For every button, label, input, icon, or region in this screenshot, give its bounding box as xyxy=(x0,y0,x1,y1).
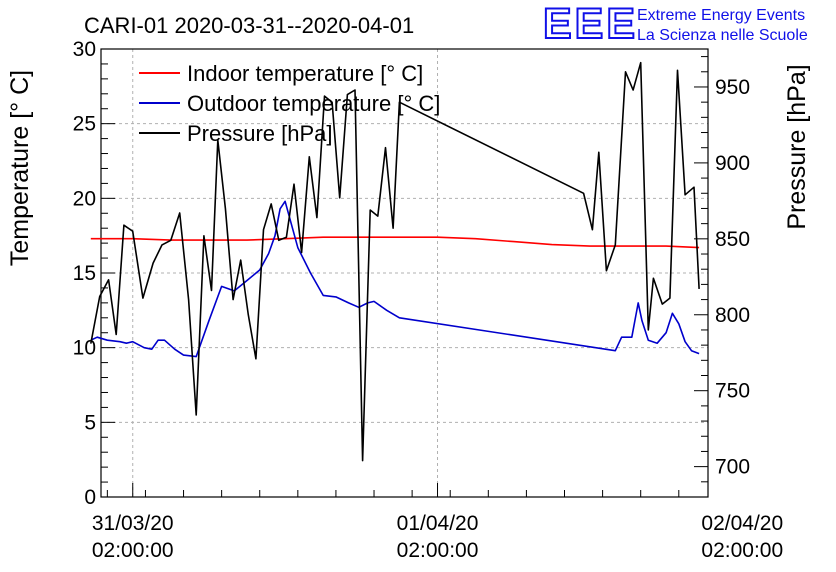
logo-line2: La Scienza nelle Scuole xyxy=(637,27,808,44)
y-left-tick-label: 0 xyxy=(84,486,96,509)
y-right-tick-label: 800 xyxy=(715,304,750,327)
y-left-tick-label: 20 xyxy=(73,187,96,210)
legend: Indoor temperature [° C] Outdoor temperat… xyxy=(139,61,440,146)
series-line-pressure xyxy=(90,61,700,462)
y-axis-left-label: Temperature [° C] xyxy=(6,70,34,266)
x-tick-label-date: 31/03/20 xyxy=(92,512,174,535)
y-left-tick-label: 25 xyxy=(73,113,96,136)
eee-logo: EEE Extreme Energy Events La Scienza nel… xyxy=(542,0,808,49)
y-right-tick-label: 900 xyxy=(715,152,750,175)
chart-title: CARI-01 2020-03-31--2020-04-01 xyxy=(84,13,414,38)
y-right-tick-label: 950 xyxy=(715,76,750,99)
x-tick-label-time: 02:00:00 xyxy=(92,539,174,562)
axes: 0 5 10 15 20 25 30 700 750 800 850 900 950 31/03/20 02… xyxy=(73,38,784,562)
series-line-indoor xyxy=(90,236,700,249)
x-tick-label-date: 01/04/20 xyxy=(397,512,479,535)
x-tick-label-time: 02:00:00 xyxy=(397,539,479,562)
y-axis-right-label: Pressure [hPa] xyxy=(783,64,811,229)
y-right-tick-label: 700 xyxy=(715,456,750,479)
series-line-outdoor xyxy=(90,200,700,358)
y-left-tick-label: 10 xyxy=(73,337,96,360)
y-right-tick-label: 850 xyxy=(715,228,750,251)
legend-label: Pressure [hPa] xyxy=(187,121,333,146)
series-group xyxy=(90,61,700,462)
legend-label: Outdoor temperature [° C] xyxy=(187,91,440,116)
logo-line1: Extreme Energy Events xyxy=(637,7,805,24)
x-tick-label-time: 02:00:00 xyxy=(701,539,783,562)
y-right-tick-label: 750 xyxy=(715,380,750,403)
x-tick-label-date: 02/04/20 xyxy=(701,512,783,535)
y-left-tick-label: 30 xyxy=(73,38,96,61)
logo-brand: EEE xyxy=(543,0,638,48)
y-left-tick-label: 5 xyxy=(84,411,96,434)
y-left-tick-label: 15 xyxy=(73,262,96,285)
grid xyxy=(101,49,708,497)
legend-label: Indoor temperature [° C] xyxy=(187,61,423,86)
